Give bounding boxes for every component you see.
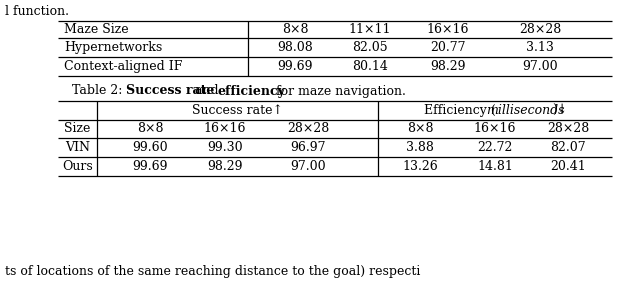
Text: 82.07: 82.07 bbox=[550, 141, 586, 154]
Text: Success rate↑: Success rate↑ bbox=[192, 104, 283, 117]
Text: Context-aligned IF: Context-aligned IF bbox=[64, 60, 182, 73]
Text: 97.00: 97.00 bbox=[290, 160, 326, 173]
Text: for maze navigation.: for maze navigation. bbox=[272, 85, 406, 98]
Text: 99.60: 99.60 bbox=[132, 141, 168, 154]
Text: Table 2:: Table 2: bbox=[72, 85, 131, 98]
Text: 20.41: 20.41 bbox=[550, 160, 586, 173]
Text: 8×8: 8×8 bbox=[407, 123, 433, 136]
Text: and: and bbox=[191, 85, 223, 98]
Text: 28×28: 28×28 bbox=[287, 123, 329, 136]
Text: 99.30: 99.30 bbox=[207, 141, 243, 154]
Text: 22.72: 22.72 bbox=[477, 141, 513, 154]
Text: Ours: Ours bbox=[62, 160, 93, 173]
Text: 8×8: 8×8 bbox=[282, 23, 308, 36]
Text: Success rate: Success rate bbox=[126, 85, 214, 98]
Text: VIN: VIN bbox=[65, 141, 90, 154]
Text: 28×28: 28×28 bbox=[519, 23, 561, 36]
Text: 99.69: 99.69 bbox=[277, 60, 313, 73]
Text: efficiency: efficiency bbox=[218, 85, 285, 98]
Text: 13.26: 13.26 bbox=[402, 160, 438, 173]
Text: Maze Size: Maze Size bbox=[64, 23, 129, 36]
Text: Efficiency (: Efficiency ( bbox=[424, 104, 495, 117]
Text: Hypernetworks: Hypernetworks bbox=[64, 41, 163, 54]
Text: 20.77: 20.77 bbox=[430, 41, 466, 54]
Text: 82.05: 82.05 bbox=[352, 41, 388, 54]
Text: 99.69: 99.69 bbox=[132, 160, 168, 173]
Text: Size: Size bbox=[64, 123, 91, 136]
Text: 98.29: 98.29 bbox=[430, 60, 466, 73]
Text: 8×8: 8×8 bbox=[137, 123, 163, 136]
Text: )↓: )↓ bbox=[552, 104, 568, 117]
Text: 11×11: 11×11 bbox=[349, 23, 391, 36]
Text: 3.13: 3.13 bbox=[526, 41, 554, 54]
Text: ts of locations of the same reaching distance to the goal) respecti: ts of locations of the same reaching dis… bbox=[5, 265, 420, 278]
Text: 3.88: 3.88 bbox=[406, 141, 434, 154]
Text: 80.14: 80.14 bbox=[352, 60, 388, 73]
Text: 28×28: 28×28 bbox=[547, 123, 589, 136]
Text: 16×16: 16×16 bbox=[204, 123, 246, 136]
Text: 98.29: 98.29 bbox=[207, 160, 243, 173]
Text: milliseconds: milliseconds bbox=[486, 104, 565, 117]
Text: 98.08: 98.08 bbox=[277, 41, 313, 54]
Text: 14.81: 14.81 bbox=[477, 160, 513, 173]
Text: 16×16: 16×16 bbox=[427, 23, 469, 36]
Text: 96.97: 96.97 bbox=[291, 141, 326, 154]
Text: 16×16: 16×16 bbox=[474, 123, 516, 136]
Text: l function.: l function. bbox=[5, 5, 69, 18]
Text: 97.00: 97.00 bbox=[522, 60, 558, 73]
